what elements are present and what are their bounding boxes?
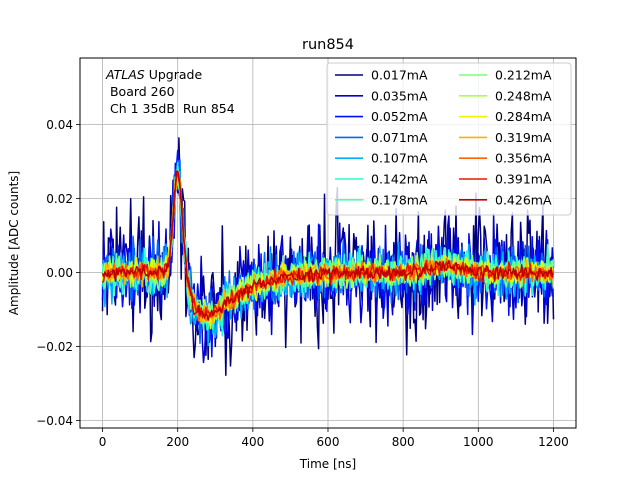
annotation-line-1: ATLAS Upgrade	[105, 67, 202, 82]
series-line	[101, 137, 555, 377]
annotation-line-2: Board 260	[106, 84, 175, 99]
legend-label: 0.212mA	[495, 68, 552, 83]
legend-label: 0.017mA	[371, 68, 428, 83]
legend-label: 0.052mA	[371, 109, 428, 124]
annotation-line-3: Ch 1 35dB Run 854	[106, 101, 235, 116]
annotation-experiment: ATLAS	[105, 67, 145, 82]
atlas-annotation: ATLAS Upgrade Board 260 Ch 1 35dB Run 85…	[105, 67, 235, 116]
legend-label: 0.426mA	[495, 192, 552, 207]
x-tick-label: 1000	[463, 435, 494, 449]
legend-label: 0.356mA	[495, 151, 552, 166]
x-tick-label: 0	[99, 435, 107, 449]
legend-label: 0.035mA	[371, 88, 428, 103]
legend-label: 0.284mA	[495, 109, 552, 124]
y-tick-label: −0.02	[36, 340, 73, 354]
y-tick-label: 0.04	[46, 118, 73, 132]
x-axis-label: Time [ns]	[299, 457, 356, 471]
series-line	[101, 170, 554, 321]
x-tick-label: 400	[241, 435, 264, 449]
legend-label: 0.248mA	[495, 88, 552, 103]
legend-label: 0.142mA	[371, 172, 428, 187]
legend: 0.017mA 0.035mA 0.052mA 0.071mA 0.107mA 0.142…	[326, 62, 572, 216]
legend-box	[326, 62, 572, 216]
axis-ticks: 0 200 400 600 800 1000 1200 −0.04 −0.02 0.00 0.02 0…	[36, 118, 569, 449]
legend-label: 0.107mA	[371, 151, 428, 166]
chart-title: run854	[302, 37, 354, 53]
legend-label: 0.071mA	[371, 130, 428, 145]
annotation-suffix: Upgrade	[145, 67, 203, 82]
series-line	[101, 149, 555, 358]
legend-label: 0.178mA	[371, 192, 428, 207]
y-axis-label: Amplitude [ADC counts]	[7, 171, 21, 315]
y-tick-label: −0.04	[36, 414, 73, 428]
legend-label: 0.391mA	[495, 172, 552, 187]
series-lines	[101, 137, 555, 377]
x-tick-label: 800	[392, 435, 415, 449]
x-tick-label: 1200	[538, 435, 569, 449]
y-tick-label: 0.00	[46, 266, 73, 280]
legend-label: 0.319mA	[495, 130, 552, 145]
y-tick-label: 0.02	[46, 192, 73, 206]
x-tick-label: 600	[317, 435, 340, 449]
x-tick-label: 200	[166, 435, 189, 449]
